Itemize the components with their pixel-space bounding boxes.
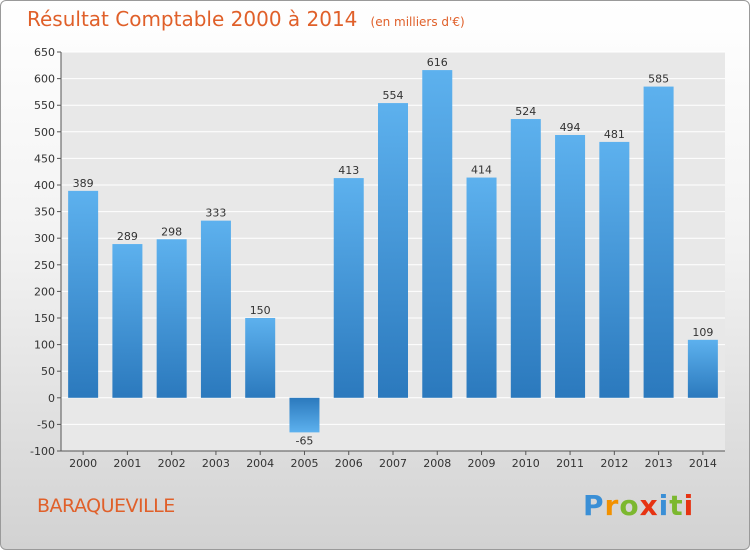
proxiti-logo: Proxiti: [583, 489, 694, 522]
bar-2011: [555, 134, 586, 398]
bar-2012: [599, 141, 630, 398]
bar-2009: [466, 177, 497, 398]
x-tick-label: 2013: [645, 457, 673, 470]
y-tick-label: 150: [34, 312, 55, 325]
data-label-2011: 494: [560, 121, 581, 134]
y-tick-label: 550: [34, 99, 55, 112]
data-label-2008: 616: [427, 56, 448, 69]
logo-letter: P: [583, 489, 605, 522]
logo-letter: o: [619, 489, 640, 522]
chart-subtitle: (en milliers d'€): [370, 15, 465, 29]
y-tick-label: 100: [34, 339, 55, 352]
logo-letter: x: [639, 489, 659, 522]
y-tick-label: 350: [34, 206, 55, 219]
y-tick-label: 200: [34, 285, 55, 298]
y-tick-label: -50: [37, 418, 55, 431]
data-label-2003: 333: [205, 207, 226, 220]
logo-letter: i: [658, 489, 670, 522]
chart-title: Résultat Comptable 2000 à 2014: [27, 7, 358, 31]
y-tick-label: 650: [34, 46, 55, 59]
bar-2000: [68, 190, 99, 398]
x-tick-label: 2000: [69, 457, 97, 470]
data-label-2012: 481: [604, 128, 625, 141]
x-tick-label: 2001: [113, 457, 141, 470]
x-tick-label: 2004: [246, 457, 274, 470]
x-tick-label: 2014: [689, 457, 717, 470]
data-label-2009: 414: [471, 164, 492, 177]
y-tick-label: -100: [30, 445, 55, 458]
x-tick-label: 2010: [512, 457, 540, 470]
y-tick-label: 400: [34, 179, 55, 192]
logo-letter: r: [604, 489, 620, 522]
x-tick-label: 2007: [379, 457, 407, 470]
data-label-2007: 554: [383, 89, 404, 102]
bar-2013: [643, 86, 674, 398]
bar-2014: [687, 339, 718, 398]
y-tick-label: 450: [34, 152, 55, 165]
bar-2008: [422, 70, 453, 398]
data-label-2005: -65: [295, 434, 313, 447]
bar-2010: [510, 119, 541, 398]
data-label-2013: 585: [648, 73, 669, 86]
data-label-2014: 109: [692, 326, 713, 339]
x-tick-label: 2002: [158, 457, 186, 470]
x-tick-label: 2008: [423, 457, 451, 470]
x-tick-label: 2006: [335, 457, 363, 470]
x-tick-label: 2003: [202, 457, 230, 470]
bar-2004: [245, 318, 276, 398]
bar-2001: [112, 244, 143, 398]
data-label-2001: 289: [117, 230, 138, 243]
data-label-2002: 298: [161, 225, 182, 238]
data-label-2010: 524: [515, 105, 536, 118]
bar-2006: [333, 178, 364, 398]
y-tick-label: 0: [48, 392, 55, 405]
y-tick-label: 250: [34, 259, 55, 272]
data-label-2000: 389: [73, 177, 94, 190]
y-tick-label: 500: [34, 126, 55, 139]
logo-letter: t: [669, 489, 684, 522]
x-tick-label: 2012: [600, 457, 628, 470]
bar-2003: [200, 220, 231, 398]
bar-2007: [378, 103, 408, 398]
y-tick-label: 600: [34, 73, 55, 86]
y-tick-label: 300: [34, 232, 55, 245]
x-tick-label: 2005: [290, 457, 318, 470]
data-label-2004: 150: [250, 304, 271, 317]
place-name: BARAQUEVILLE: [37, 495, 175, 517]
chart-title-block: Résultat Comptable 2000 à 2014 (en milli…: [27, 7, 465, 31]
x-tick-label: 2011: [556, 457, 584, 470]
bar-2005: [289, 397, 320, 433]
logo-letter: i: [683, 489, 695, 522]
bar-2002: [156, 239, 187, 398]
data-label-2006: 413: [338, 164, 359, 177]
y-tick-label: 50: [41, 365, 55, 378]
x-tick-label: 2009: [468, 457, 496, 470]
